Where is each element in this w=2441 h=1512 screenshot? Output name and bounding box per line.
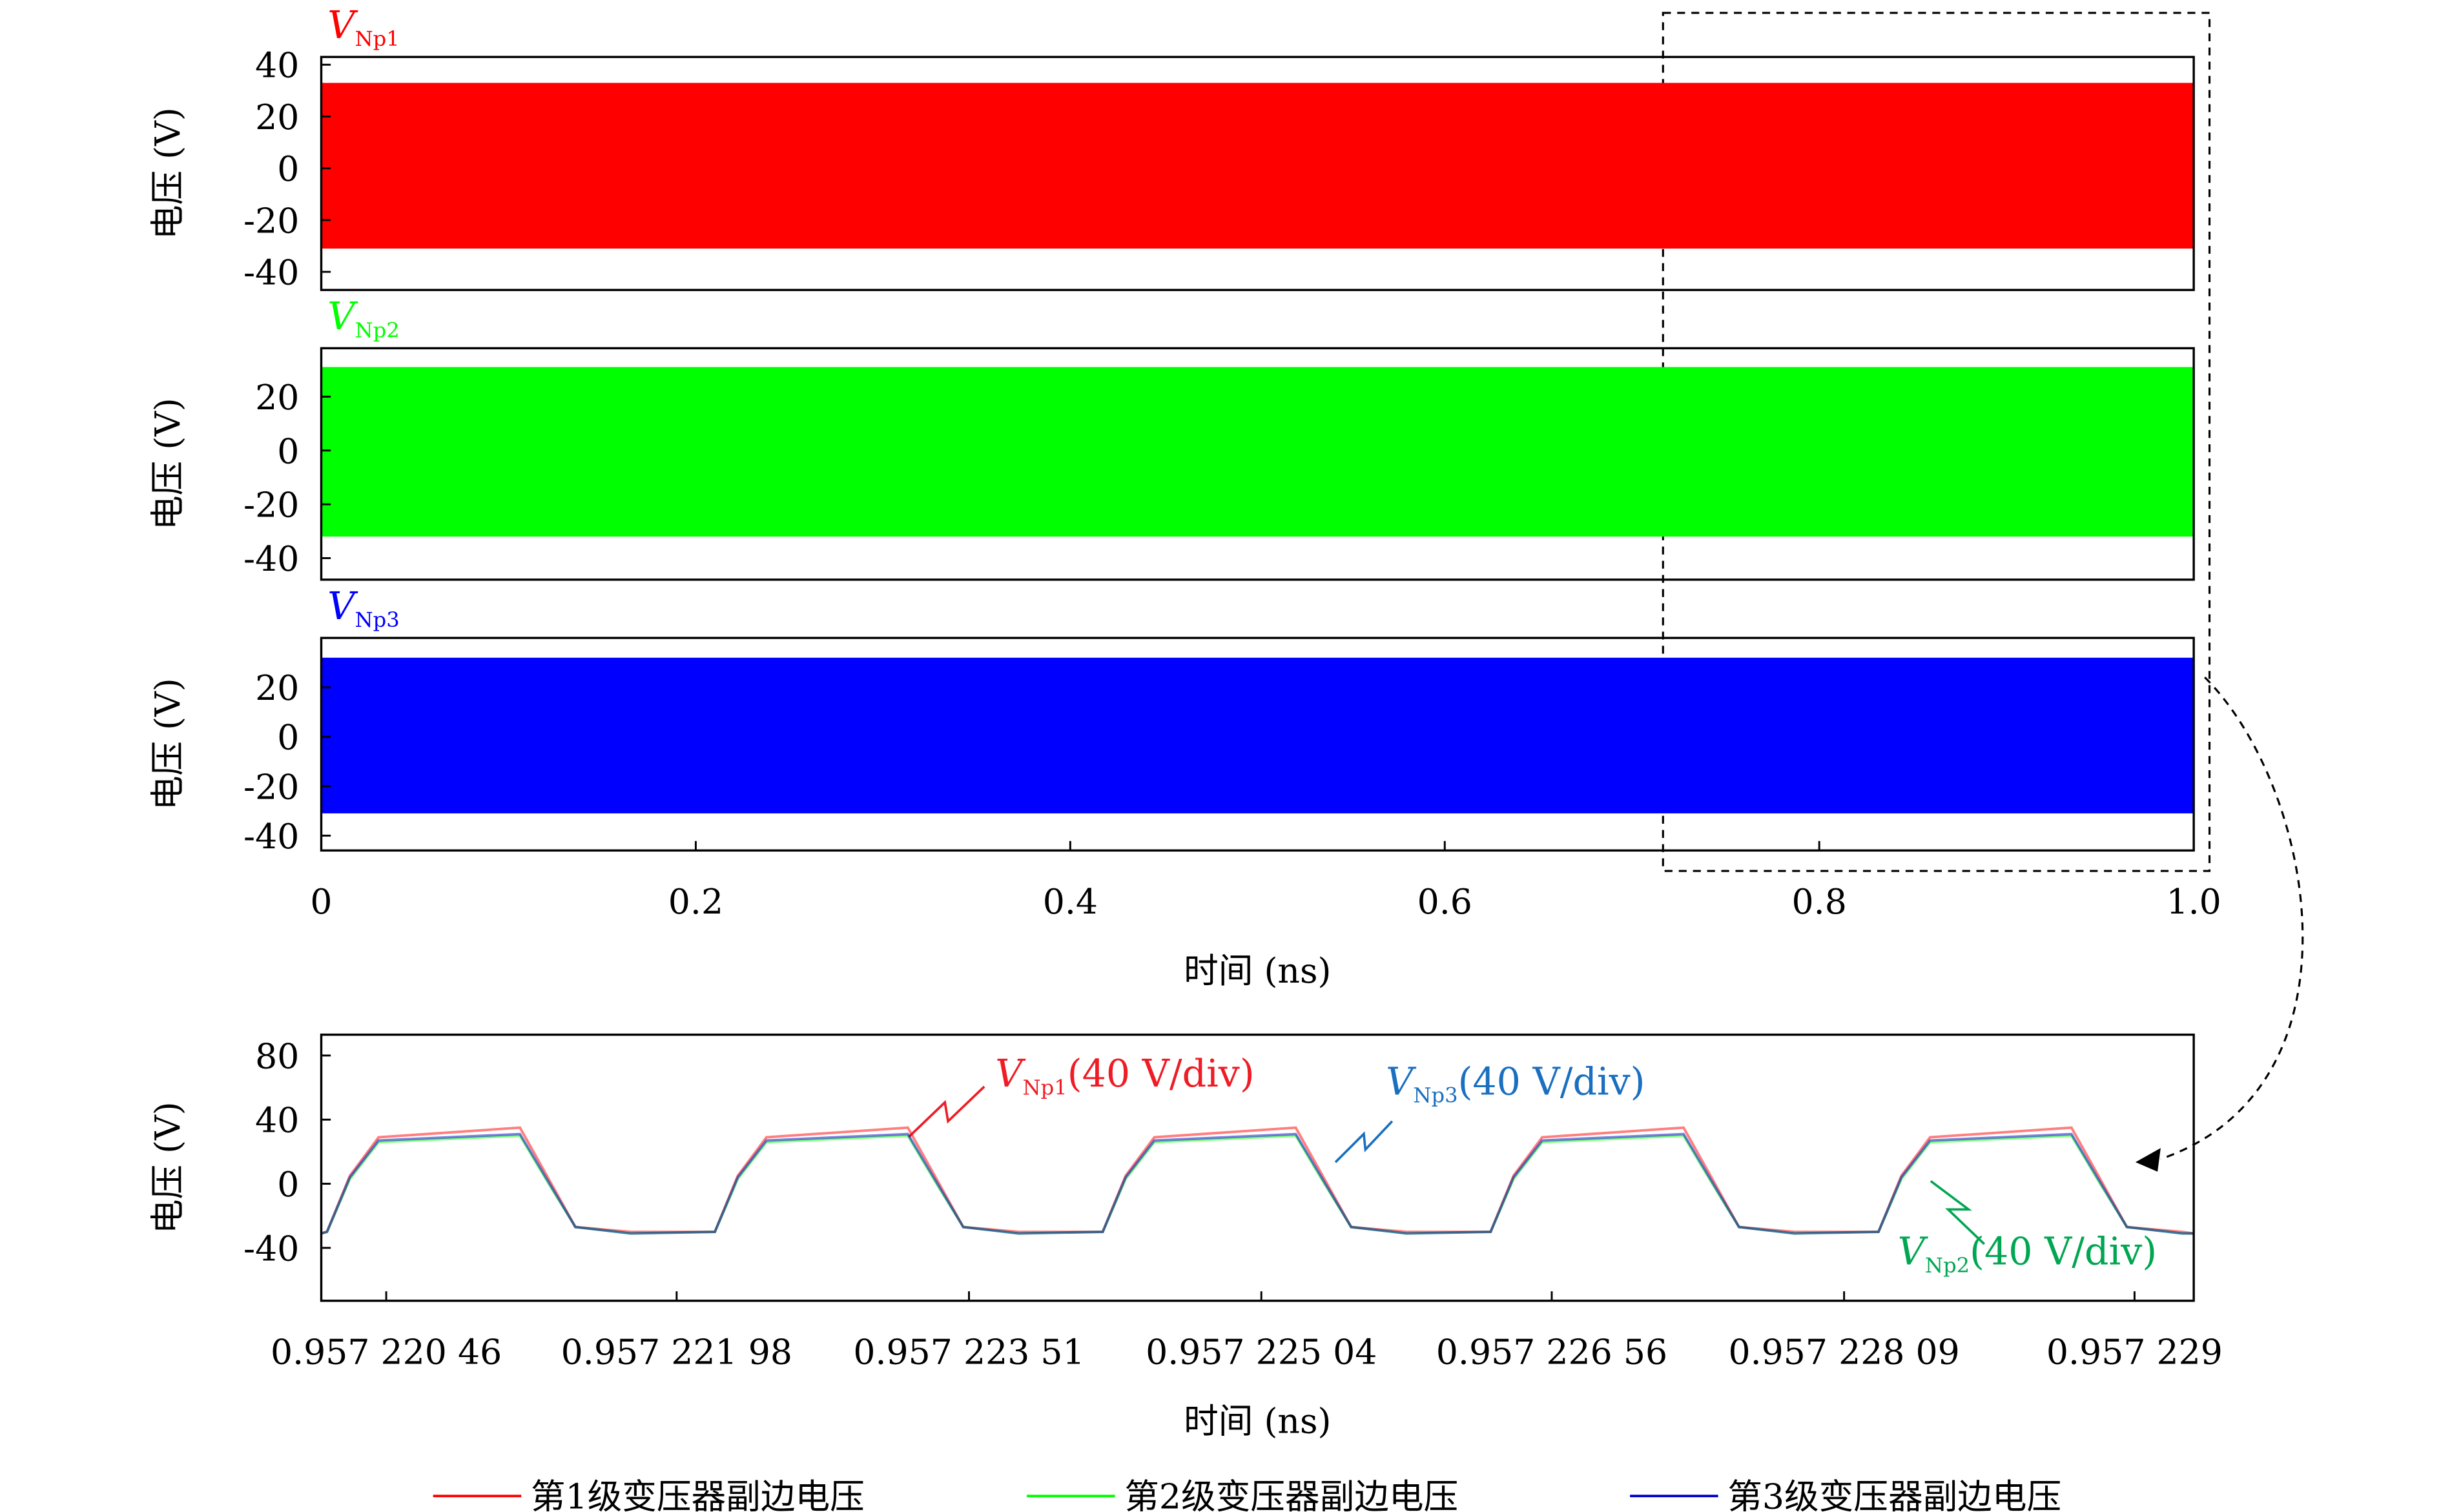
suffix: (40 V/div): [1458, 1059, 1645, 1103]
y-tick-label: -20: [243, 485, 299, 526]
voltage-band: [321, 657, 2194, 813]
y-tick-label: 20: [255, 668, 299, 708]
pointer: [1930, 1180, 1986, 1245]
y-tick-label: 40: [255, 1100, 299, 1141]
x-tick-label: 0.2: [668, 881, 723, 922]
y-axis-label: 电压 (V): [147, 398, 188, 530]
x-tick-label: 0.957 221 98: [561, 1331, 792, 1372]
y-tick-label: 20: [255, 377, 299, 418]
x-tick-label: 0.8: [1792, 881, 1847, 922]
y-tick-label: 0: [277, 717, 299, 758]
y-axis-label: 电压 (V): [147, 678, 188, 810]
voltage-band: [321, 367, 2194, 537]
label: VNp1(40 V/div): [995, 1052, 1254, 1099]
label: VNp3(40 V/div): [1386, 1059, 1645, 1107]
arrow-head: [2135, 1148, 2161, 1172]
symbol: V: [327, 3, 358, 47]
y-axis-label: 电压 (V): [147, 107, 188, 240]
legend-label: 第1级变压器副边电压: [531, 1476, 865, 1512]
y-tick-label: -20: [243, 766, 299, 807]
voltage-band: [321, 83, 2194, 249]
label: VNp1: [327, 3, 400, 51]
plot-frame: [320, 1033, 2195, 1302]
y-tick-label: -40: [243, 252, 299, 293]
voltage-line: [320, 1134, 2194, 1235]
x-tick-label: 0.957 229: [2046, 1331, 2223, 1372]
x-tick-label: 0: [310, 881, 332, 922]
x-tick-label: 0.957 223 51: [853, 1331, 1084, 1372]
label: VNp3: [327, 584, 400, 632]
label: VNp2: [327, 294, 400, 342]
zoom-box: [1662, 12, 2211, 872]
subscript: Np2: [1925, 1253, 1970, 1278]
x-tick-label: 0.957 225 04: [1146, 1331, 1377, 1372]
subscript: Np3: [1413, 1083, 1457, 1108]
pointer: [907, 1085, 985, 1138]
y-axis-label: 电压 (V): [147, 1101, 188, 1234]
symbol: V: [995, 1052, 1026, 1096]
x-axis-label: 时间 (ns): [1184, 950, 1331, 991]
subscript: Np3: [355, 608, 400, 632]
x-tick-label: 0.957 226 56: [1436, 1331, 1667, 1372]
x-tick-label: 0.957 228 09: [1729, 1331, 1960, 1372]
suffix: (40 V/div): [1970, 1230, 2157, 1274]
subscript: Np2: [355, 318, 400, 342]
symbol: V: [1898, 1230, 1929, 1274]
plot-frame: [320, 56, 2195, 291]
zoom-arrow: [2160, 676, 2304, 1160]
x-tick-label: 1.0: [2166, 881, 2221, 922]
y-tick-label: 20: [255, 97, 299, 138]
pointer: [1334, 1120, 1394, 1163]
plot-frame: [320, 347, 2195, 581]
y-tick-label: 0: [277, 148, 299, 189]
legend-label: 第2级变压器副边电压: [1124, 1476, 1458, 1512]
y-tick-label: 0: [277, 431, 299, 471]
voltage-line: [320, 1126, 2194, 1235]
y-tick-label: -20: [243, 200, 299, 241]
symbol: V: [327, 584, 358, 628]
x-tick-label: 0.6: [1417, 881, 1472, 922]
symbol: V: [327, 294, 358, 338]
plot-frame: [320, 637, 2195, 852]
subscript: Np1: [1023, 1075, 1067, 1099]
x-axis-label: 时间 (ns): [1184, 1401, 1331, 1442]
x-tick-label: 0.4: [1043, 881, 1098, 922]
x-tick-label: 0.957 220 46: [271, 1331, 502, 1372]
y-tick-label: 40: [255, 45, 299, 86]
y-tick-label: -40: [243, 816, 299, 857]
y-tick-label: -40: [243, 538, 299, 579]
voltage-line: [320, 1132, 2194, 1235]
subscript: Np1: [355, 26, 400, 51]
symbol: V: [1386, 1059, 1417, 1103]
suffix: (40 V/div): [1067, 1052, 1255, 1096]
label: VNp2(40 V/div): [1898, 1230, 2157, 1278]
legend-label: 第3级变压器副边电压: [1727, 1476, 2061, 1512]
y-tick-label: 80: [255, 1036, 299, 1076]
y-tick-label: 0: [277, 1164, 299, 1205]
y-tick-label: -40: [243, 1228, 299, 1269]
